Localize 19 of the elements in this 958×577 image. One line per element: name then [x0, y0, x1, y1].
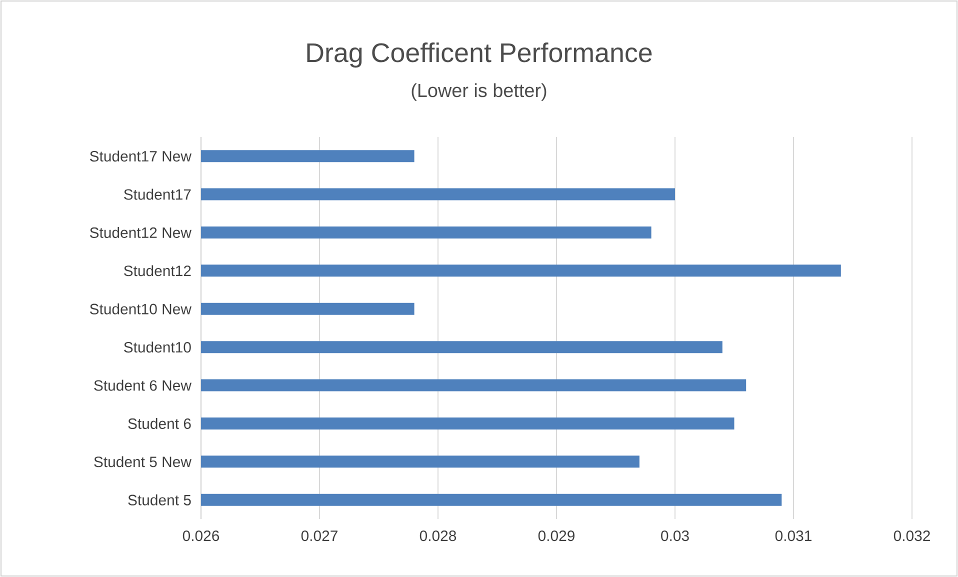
x-tick-label: 0.029: [538, 530, 574, 542]
y-tick-label: Student 6 New: [94, 380, 192, 391]
x-tick-label: 0.032: [894, 530, 930, 542]
y-tick-label: Student 6: [128, 418, 191, 429]
y-tick-label: Student10: [124, 342, 191, 353]
x-tick-label: 0.027: [301, 530, 338, 542]
chart-subtitle: (Lower is better): [412, 83, 546, 101]
y-tick-label: Student 5: [128, 494, 191, 506]
y-tick-label: Student10 New: [90, 303, 192, 314]
y-tick-label: Student17: [124, 188, 191, 200]
x-tick-label: 0.031: [775, 530, 812, 542]
y-tick-label: Student12: [124, 265, 191, 276]
x-tick-label: 0.03: [661, 530, 689, 542]
y-tick-label: Student12 New: [90, 227, 192, 238]
y-tick-label: Student 5 New: [94, 456, 192, 468]
x-tick-label: 0.028: [420, 530, 456, 542]
y-tick-label: Student17 New: [90, 150, 192, 162]
chart-title: Drag Coefficent Performance: [307, 42, 652, 68]
x-tick-label: 0.026: [182, 530, 220, 542]
